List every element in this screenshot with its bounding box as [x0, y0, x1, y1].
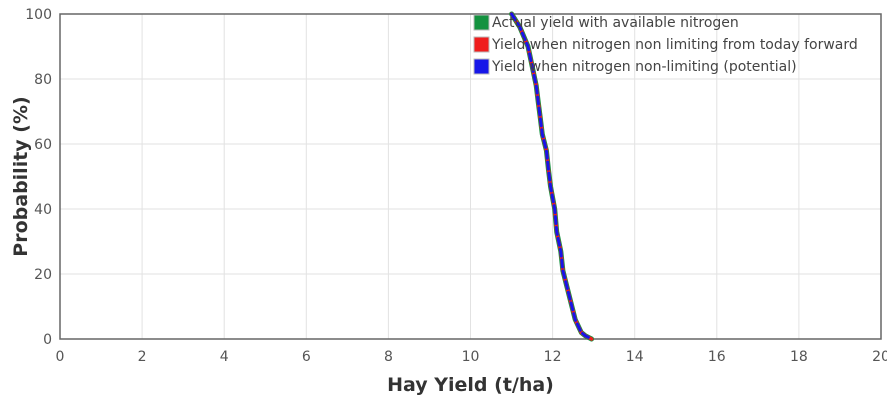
- x-tick-label: 16: [708, 349, 726, 365]
- x-tick-label: 14: [626, 349, 644, 365]
- plot-area-frame: [59, 13, 882, 340]
- x-tick-label: 2: [138, 349, 147, 365]
- y-tick-label: 100: [25, 7, 52, 23]
- y-tick-label: 20: [34, 267, 52, 283]
- series-lines: [509, 11, 595, 342]
- legend-swatch: [473, 58, 490, 75]
- y-axis-ticks: 0 20 40 60 80 100: [25, 7, 52, 348]
- x-tick-label: 10: [462, 349, 480, 365]
- y-axis-title: Probability (%): [10, 96, 32, 256]
- legend-label: Actual yield with available nitrogen: [492, 15, 739, 31]
- legend-label: Yield when nitrogen non-limiting (potent…: [491, 59, 797, 75]
- legend: Actual yield with available nitrogen Yiel…: [473, 14, 858, 75]
- y-tick-label: 0: [43, 332, 52, 348]
- y-tick-label: 60: [34, 137, 52, 153]
- x-tick-label: 8: [384, 349, 393, 365]
- x-tick-label: 18: [790, 349, 808, 365]
- x-tick-label: 0: [56, 349, 65, 365]
- y-tick-label: 40: [34, 202, 52, 218]
- legend-swatch: [473, 14, 490, 31]
- x-axis-title: Hay Yield (t/ha): [387, 374, 554, 396]
- x-tick-label: 4: [220, 349, 229, 365]
- x-axis-ticks: 0 2 4 6 8 10 12 14 16 18 20: [56, 349, 887, 365]
- y-tick-label: 80: [34, 72, 52, 88]
- series-line-3: [510, 12, 594, 341]
- legend-label: Yield when nitrogen non limiting from to…: [491, 37, 858, 53]
- legend-swatch: [473, 36, 490, 53]
- x-tick-label: 12: [544, 349, 562, 365]
- x-tick-label: 6: [302, 349, 311, 365]
- x-tick-label: 20: [872, 349, 887, 365]
